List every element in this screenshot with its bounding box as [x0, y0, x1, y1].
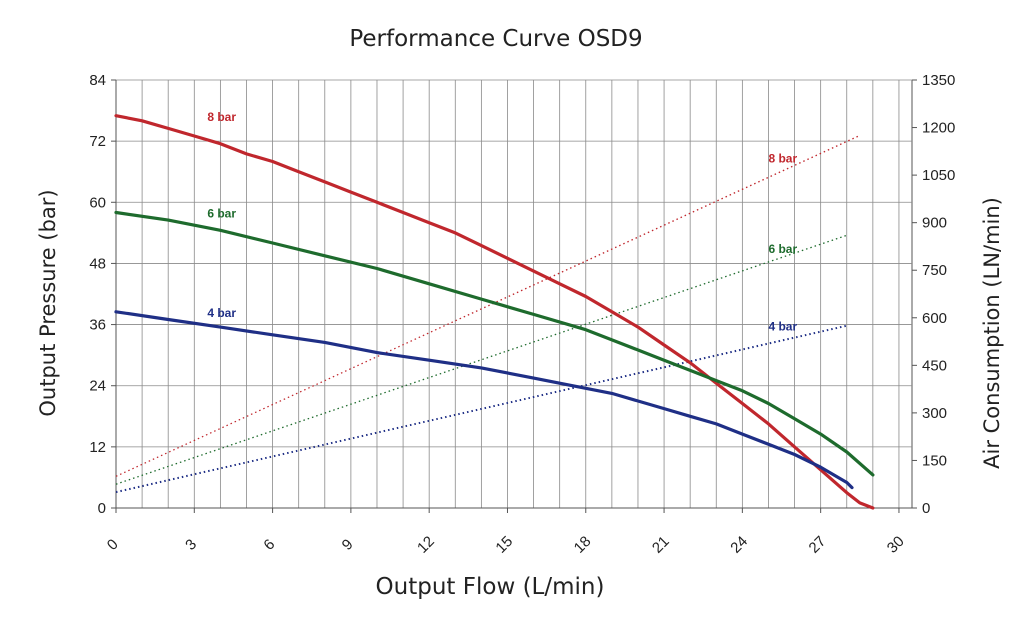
y2-tick-label: 450 — [922, 357, 947, 374]
y2-tick-label: 1350 — [922, 72, 955, 89]
y-tick-label: 72 — [89, 133, 106, 150]
air-consumption-line-4-bar — [115, 324, 848, 494]
x-tick-label: 6 — [260, 536, 278, 554]
x-tick-label: 15 — [492, 533, 516, 557]
x-tick-label: 9 — [339, 536, 357, 554]
y-tick-label: 60 — [89, 194, 106, 211]
y2-tick-label: 750 — [922, 262, 947, 279]
air-consumption-line-8-bar — [115, 134, 861, 477]
y2-tick-label: 900 — [922, 215, 947, 232]
y-tick-label: 0 — [98, 500, 106, 517]
x-tick-label: 30 — [884, 533, 908, 557]
y2-tick-label: 0 — [922, 500, 930, 517]
curve-label-air-8-bar: 8 bar — [768, 151, 797, 165]
x-tick-label: 27 — [806, 533, 830, 557]
y-tick-label: 24 — [89, 378, 106, 395]
y-tick-label: 48 — [89, 255, 106, 272]
y-tick-label: 36 — [89, 317, 106, 334]
curve-label-pressure-8-bar: 8 bar — [207, 110, 236, 124]
x-tick-label: 0 — [104, 536, 122, 554]
chart-title: Performance Curve OSD9 — [349, 26, 643, 52]
pressure-curve-4-bar — [114, 310, 854, 490]
curve-label-pressure-4-bar: 4 bar — [207, 306, 236, 320]
y2-tick-label: 300 — [922, 405, 947, 422]
y2-tick-label: 1050 — [922, 167, 955, 184]
x-tick-label: 24 — [727, 533, 751, 557]
curve-label-air-6-bar: 6 bar — [768, 242, 797, 256]
y-tick-label: 12 — [89, 439, 106, 456]
pressure-curve-6-bar — [114, 210, 875, 477]
x-tick-label: 12 — [414, 533, 438, 557]
x-axis-label: Output Flow (L/min) — [375, 574, 605, 600]
y2-tick-label: 150 — [922, 452, 947, 469]
x-tick-label: 18 — [571, 533, 595, 557]
curve-label-air-4-bar: 4 bar — [768, 319, 797, 333]
x-tick-label: 21 — [649, 533, 673, 557]
y2-tick-label: 600 — [922, 310, 947, 327]
y2-tick-label: 1200 — [922, 120, 955, 137]
x-tick-label: 3 — [182, 536, 200, 554]
pressure-curve-8-bar — [114, 114, 875, 510]
y-tick-label: 84 — [89, 72, 106, 89]
curve-label-pressure-6-bar: 6 bar — [207, 207, 236, 221]
